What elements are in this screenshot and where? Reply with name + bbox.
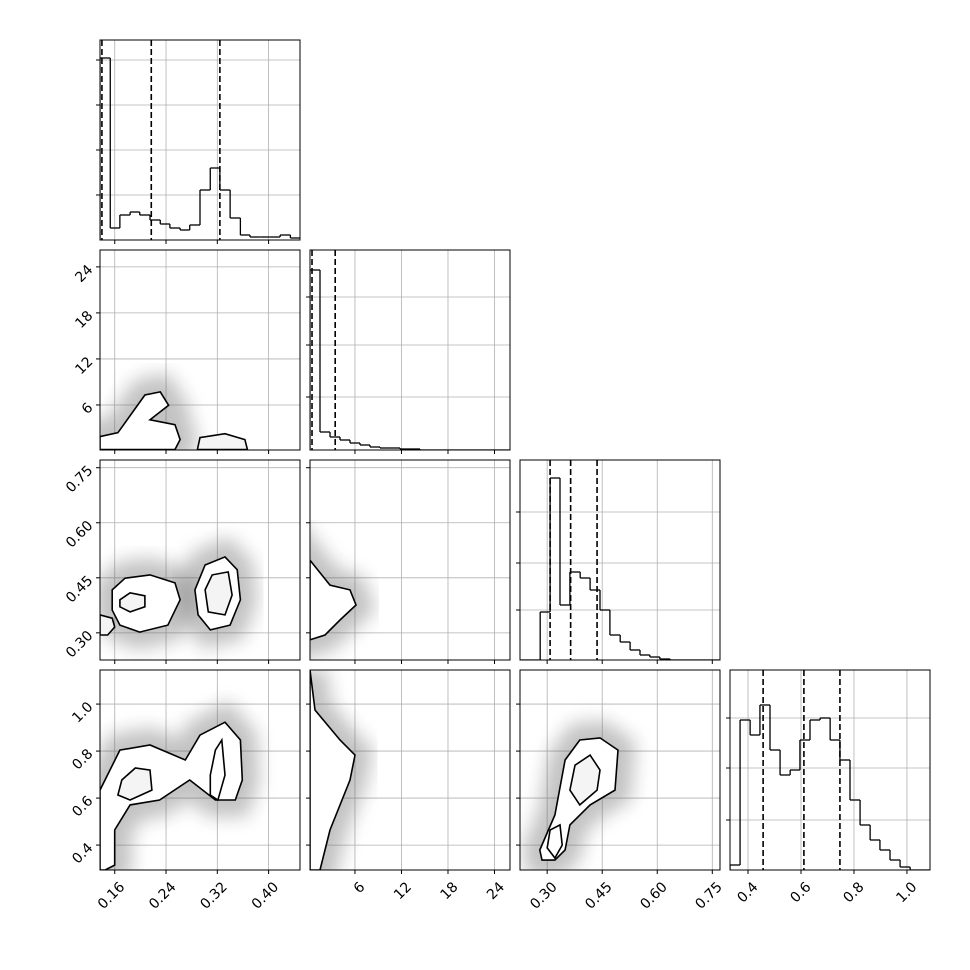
histogram	[730, 704, 930, 870]
contour	[119, 591, 146, 613]
contour	[100, 721, 244, 870]
contour	[111, 574, 181, 633]
contour	[310, 558, 357, 641]
contour	[116, 767, 153, 801]
density-panel	[522, 720, 636, 870]
x-tick-label: 0.40	[249, 879, 282, 912]
density-panel	[100, 700, 260, 870]
x-tick-label: 0.30	[527, 879, 560, 912]
panel-frame	[309, 459, 511, 661]
x-tick-label: 0.16	[95, 879, 128, 912]
density-panel	[100, 372, 249, 450]
y-tick-label: 0.75	[63, 463, 96, 496]
contour	[569, 753, 601, 807]
x-tick-label: 0.32	[197, 879, 230, 912]
contour	[546, 823, 564, 860]
panel-frame	[519, 459, 721, 661]
panel-frame	[729, 669, 931, 871]
contour	[196, 432, 249, 450]
y-tick-label: 12	[72, 354, 96, 378]
panel-frame	[99, 669, 301, 871]
y-tick-label: 1.0	[69, 699, 96, 726]
y-tick-label: 0.30	[63, 628, 96, 661]
x-tick-label: 24	[484, 879, 508, 903]
panel-frame	[309, 249, 511, 451]
y-tick-label: 24	[72, 262, 96, 286]
x-tick-label: 0.45	[582, 879, 615, 912]
x-tick-label: 1.0	[893, 879, 920, 906]
contour	[310, 670, 356, 870]
contour	[209, 737, 226, 802]
panel-frame	[519, 669, 721, 871]
x-tick-label: 12	[391, 879, 415, 903]
panel-frame	[309, 669, 511, 871]
histogram	[100, 57, 300, 240]
panel-frame	[99, 39, 301, 241]
x-tick-label: 6	[351, 879, 369, 897]
y-tick-label: 0.60	[63, 518, 96, 551]
x-tick-label: 0.8	[840, 879, 867, 906]
density-panel	[310, 533, 377, 658]
x-tick-label: 18	[438, 879, 462, 903]
density-panel	[100, 536, 258, 650]
y-tick-label: 0.4	[69, 840, 96, 867]
x-tick-label: 0.24	[146, 879, 179, 912]
x-tick-label: 0.6	[787, 879, 814, 906]
y-tick-label: 6	[79, 400, 97, 418]
y-tick-label: 0.8	[69, 746, 96, 773]
panel-frame	[99, 249, 301, 451]
x-tick-label: 0.4	[734, 879, 761, 906]
x-tick-label: 0.60	[637, 879, 670, 912]
density-panel	[310, 670, 374, 870]
contour	[204, 570, 233, 616]
x-tick-label: 0.75	[692, 879, 725, 912]
contour	[100, 614, 116, 636]
y-tick-label: 0.45	[63, 573, 96, 606]
panel-frame	[99, 459, 301, 661]
y-tick-label: 18	[72, 308, 96, 332]
y-tick-label: 0.6	[69, 793, 96, 820]
histogram	[310, 269, 510, 450]
